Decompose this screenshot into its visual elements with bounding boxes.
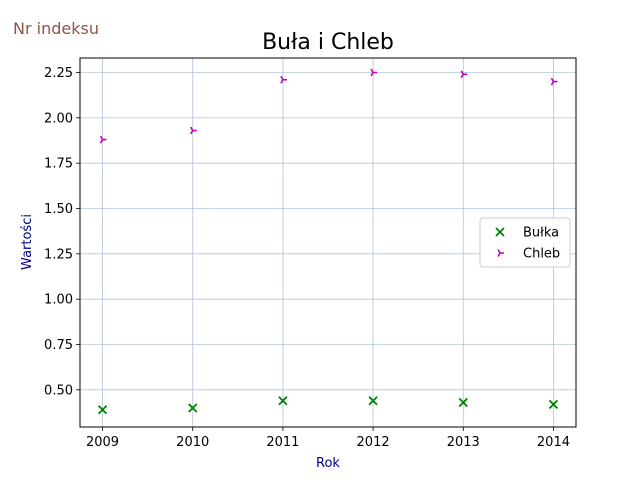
y-tick-label: 0.50 — [44, 383, 73, 398]
chart-title: Buła i Chleb — [262, 30, 394, 55]
x-tick-label: 2009 — [86, 435, 119, 450]
x-axis-label: Rok — [316, 456, 340, 471]
legend-marker-bulka — [495, 227, 505, 237]
x-tick-label: 2010 — [176, 435, 209, 450]
y-tick-label: 2.25 — [44, 66, 73, 81]
y-tick-label: 1.00 — [44, 293, 73, 308]
data-point-bulka — [548, 399, 559, 409]
data-point-chleb — [550, 77, 558, 86]
data-point-chleb — [460, 70, 468, 79]
plot-area — [79, 57, 577, 428]
index-number-label: Nr indeksu — [13, 19, 99, 38]
data-point-bulka — [458, 397, 468, 408]
data-point-bulka — [97, 405, 108, 415]
legend-marker-chleb — [497, 249, 504, 257]
data-point-bulka — [368, 396, 378, 406]
data-point-bulka — [188, 403, 198, 413]
axis-ticks: 2009 2010 2011 2012 2013 2014 0.50 0.75 1.00 1.25… — [44, 66, 570, 450]
data-point-chleb — [280, 75, 287, 84]
y-tick-label: 0.75 — [44, 338, 73, 353]
data-points — [97, 68, 559, 415]
x-tick-label: 2013 — [447, 435, 480, 450]
y-tick-label: 1.75 — [44, 157, 73, 172]
grid — [80, 58, 576, 427]
x-tick-label: 2011 — [266, 435, 299, 450]
x-tick-label: 2014 — [537, 435, 570, 450]
legend-label-chleb: Chleb — [523, 247, 560, 262]
y-axis-label: Wartości — [20, 214, 35, 270]
y-tick-label: 1.25 — [44, 247, 73, 262]
legend: Bułka Chleb — [479, 217, 571, 268]
data-point-chleb — [190, 126, 197, 135]
data-point-chleb — [99, 135, 107, 144]
data-point-bulka — [278, 396, 288, 406]
y-tick-label: 2.00 — [44, 111, 73, 126]
data-point-chleb — [370, 68, 378, 77]
legend-label-bulka: Bułka — [523, 226, 559, 241]
x-tick-label: 2012 — [357, 435, 390, 450]
y-tick-label: 1.50 — [44, 202, 73, 217]
